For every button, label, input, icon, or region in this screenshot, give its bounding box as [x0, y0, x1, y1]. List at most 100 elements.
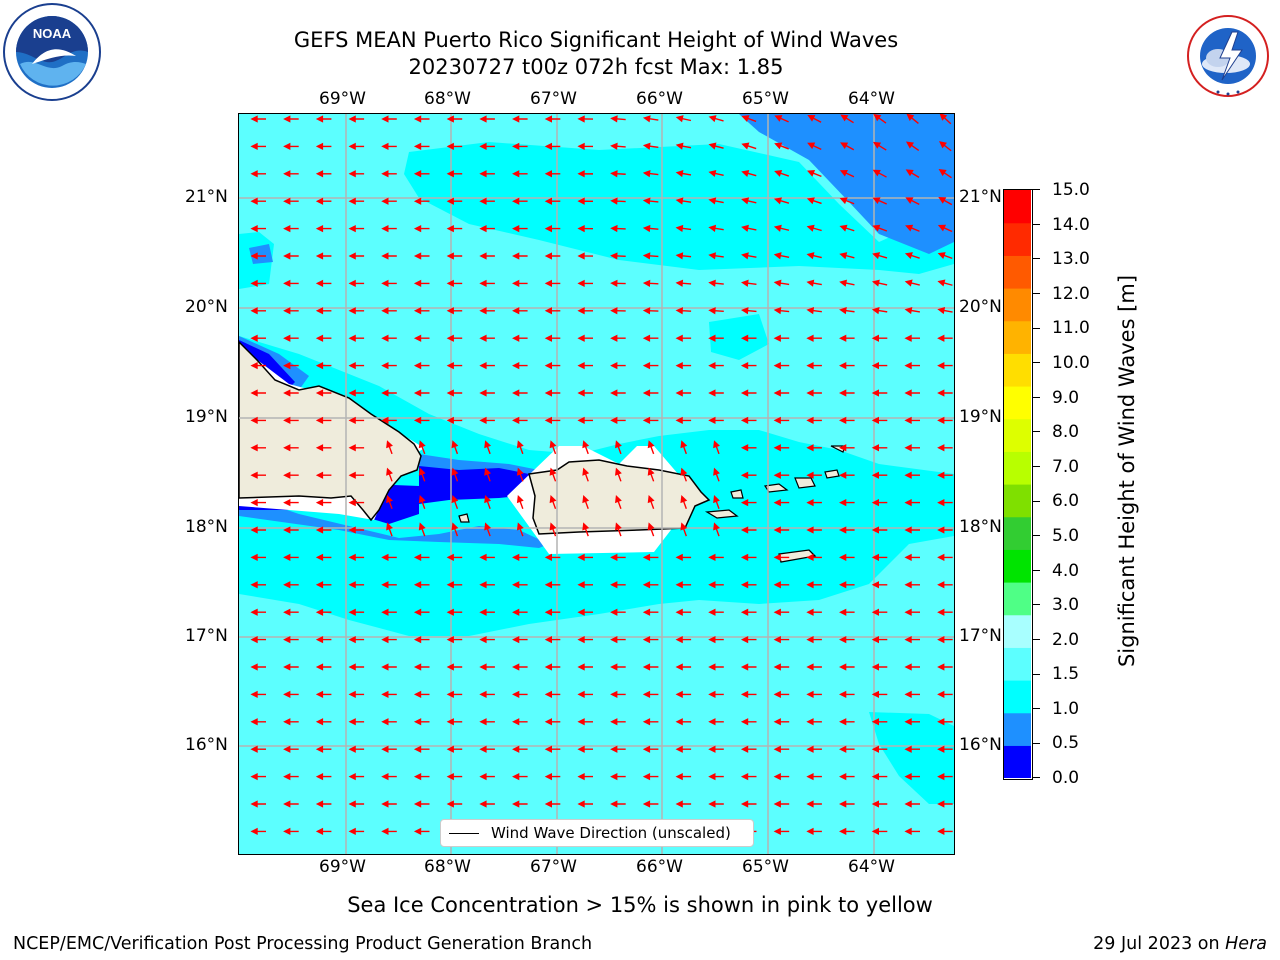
- wave-direction-arrow: [512, 170, 528, 178]
- wave-direction-arrow: [381, 170, 397, 178]
- wave-direction-arrow: [386, 495, 393, 509]
- colorbar-tick-mark: [1033, 708, 1040, 710]
- wave-direction-arrow: [381, 224, 397, 233]
- wave-direction-arrow: [871, 361, 888, 370]
- wave-direction-arrow: [512, 553, 528, 562]
- wave-direction-arrow: [413, 389, 430, 397]
- wave-direction-arrow: [446, 718, 463, 726]
- colorbar-tick-mark: [1033, 223, 1040, 225]
- colorbar-tick-mark: [1033, 258, 1040, 260]
- wave-direction-arrow: [904, 307, 921, 315]
- wave-direction-arrow: [315, 444, 332, 452]
- wave-direction-arrow: [516, 467, 524, 482]
- wave-direction-arrow: [544, 800, 561, 808]
- wave-direction-arrow: [675, 416, 692, 425]
- wave-direction-arrow: [413, 608, 430, 616]
- wave-direction-arrow: [250, 224, 266, 233]
- wave-direction-arrow: [905, 141, 920, 151]
- lat-label-left: 19°N: [185, 407, 228, 427]
- wave-direction-arrow: [806, 307, 822, 315]
- wave-direction-arrow: [806, 361, 822, 370]
- lon-label-top: 69°W: [319, 89, 366, 109]
- wave-direction-arrow: [773, 444, 790, 452]
- wave-direction-arrow: [413, 224, 430, 233]
- wave-direction-arrow: [839, 608, 855, 616]
- wave-direction-arrow: [413, 663, 430, 671]
- wave-direction-arrow: [250, 608, 266, 616]
- wave-direction-arrow: [381, 772, 397, 781]
- wave-direction-arrow: [871, 690, 888, 699]
- wave-direction-arrow: [348, 361, 365, 370]
- wave-direction-arrow: [544, 334, 561, 342]
- wave-direction-arrow: [871, 526, 888, 534]
- wave-direction-arrow: [315, 635, 332, 644]
- wave-direction-arrow: [708, 252, 724, 260]
- wave-direction-arrow: [413, 279, 430, 288]
- colorbar-tick-mark: [1033, 673, 1040, 675]
- wave-direction-arrow: [840, 142, 855, 151]
- wave-direction-arrow: [315, 224, 332, 233]
- wave-direction-arrow: [741, 224, 757, 232]
- wave-direction-arrow: [250, 389, 266, 397]
- wave-direction-arrow: [413, 334, 430, 342]
- wave-direction-arrow: [938, 197, 953, 206]
- wave-direction-arrow: [806, 581, 822, 589]
- wave-direction-arrow: [577, 772, 593, 781]
- wave-direction-arrow: [708, 307, 724, 315]
- wave-direction-arrow: [938, 169, 952, 179]
- wave-direction-arrow: [577, 663, 593, 671]
- colorbar-segment: [1004, 222, 1031, 256]
- wave-direction-arrow: [283, 800, 299, 808]
- wave-direction-arrow: [806, 252, 822, 260]
- wave-direction-arrow: [516, 522, 524, 537]
- lat-label-left: 17°N: [185, 626, 228, 646]
- colorbar-tick-label: 3.0: [1052, 595, 1080, 616]
- wave-direction-arrow: [642, 170, 659, 178]
- colorbar-tick-label: 4.0: [1052, 560, 1080, 581]
- colorbar-tick-mark: [1033, 293, 1040, 294]
- wave-direction-arrow: [386, 467, 393, 482]
- wave-direction-arrow: [610, 279, 626, 287]
- wave-direction-arrow: [647, 522, 655, 537]
- wave-direction-arrow: [740, 635, 757, 644]
- wave-direction-arrow: [680, 467, 688, 482]
- wave-direction-arrow: [512, 635, 528, 644]
- wave-direction-arrow: [610, 772, 626, 781]
- wave-direction-arrow: [904, 553, 920, 562]
- wave-direction-arrow: [872, 252, 888, 260]
- wave-direction-arrow: [904, 581, 920, 589]
- wave-direction-arrow: [806, 444, 822, 452]
- wave-direction-arrow: [413, 197, 430, 205]
- wave-direction-arrow: [773, 635, 790, 644]
- wave-direction-arrow: [806, 663, 822, 671]
- wave-direction-arrow: [512, 252, 528, 260]
- wave-direction-arrow: [773, 197, 790, 205]
- wave-direction-arrow: [446, 361, 463, 370]
- map-plot-area: Wind Wave Direction (unscaled): [239, 114, 954, 854]
- wave-direction-arrow: [283, 279, 299, 288]
- lat-label-left: 18°N: [185, 517, 228, 537]
- wave-direction-arrow: [871, 334, 888, 342]
- wave-direction-arrow: [773, 718, 790, 726]
- wave-direction-arrow: [937, 361, 953, 370]
- wave-direction-arrow: [549, 467, 557, 482]
- wave-direction-arrow: [872, 169, 887, 178]
- wave-direction-arrow: [904, 361, 920, 370]
- wave-direction-arrow: [250, 307, 266, 315]
- wave-direction-arrow: [512, 142, 528, 151]
- wave-direction-arrow: [937, 526, 953, 534]
- wave-direction-arrow: [741, 279, 757, 287]
- wave-direction-arrow: [773, 416, 790, 425]
- wave-direction-arrow: [610, 142, 626, 150]
- wave-direction-arrow: [479, 389, 495, 397]
- wave-direction-arrow: [839, 772, 855, 781]
- wave-direction-arrow: [315, 279, 332, 288]
- wave-direction-arrow: [741, 197, 757, 205]
- colorbar-tick-mark: [1033, 466, 1040, 467]
- lon-label-bottom: 64°W: [848, 857, 895, 877]
- wave-direction-arrow: [544, 745, 561, 753]
- wave-direction-arrow: [381, 608, 397, 616]
- wave-direction-arrow: [839, 334, 855, 342]
- wave-direction-arrow: [806, 772, 822, 781]
- wave-direction-arrow: [348, 170, 365, 178]
